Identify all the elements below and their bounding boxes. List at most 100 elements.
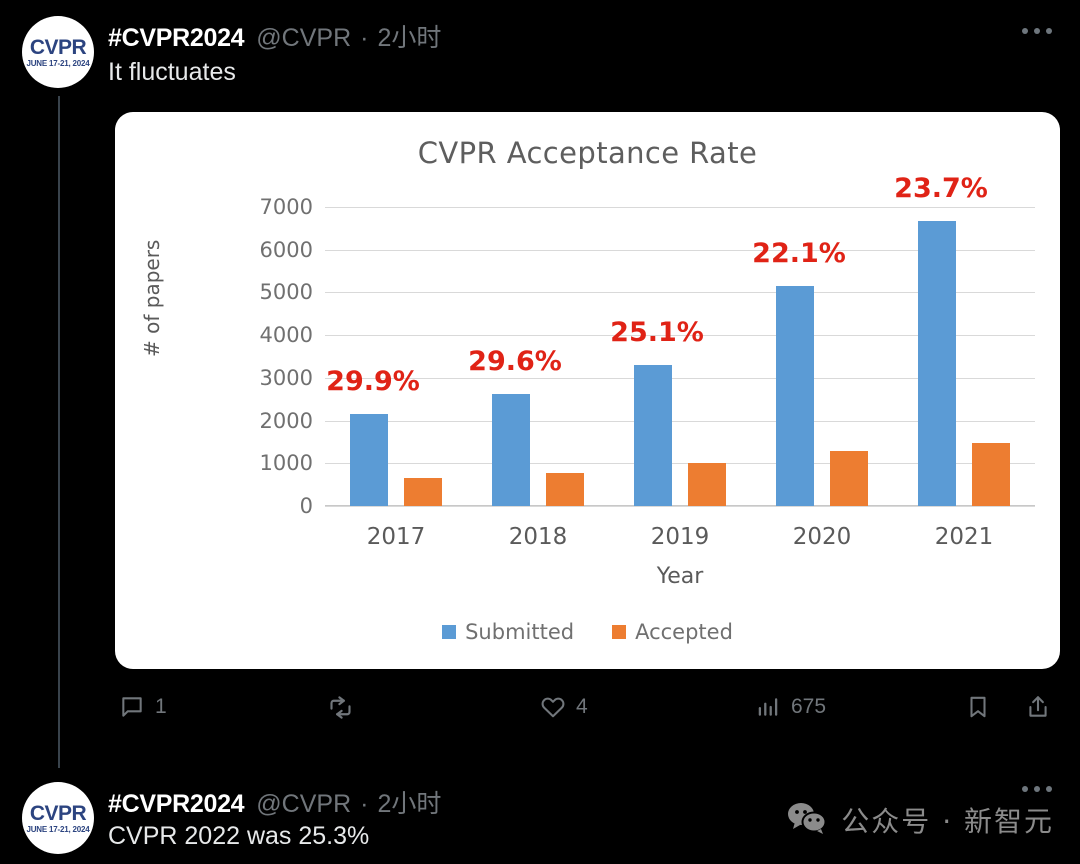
bar-group <box>467 207 609 506</box>
bookmark-icon <box>965 694 991 720</box>
y-axis-tick-label: 2000 <box>259 408 313 433</box>
display-name[interactable]: #CVPR2024 <box>108 790 245 818</box>
more-options-icon[interactable] <box>1022 28 1052 34</box>
avatar-logo-text: CVPR <box>29 801 87 825</box>
user-handle[interactable]: @CVPR <box>256 24 352 52</box>
views-count: 675 <box>791 695 827 718</box>
x-axis-tick-label: 2020 <box>792 524 852 550</box>
x-axis-tick-label: 2018 <box>508 524 568 550</box>
tweet-body-text: CVPR 2022 was 25.3% <box>108 822 370 850</box>
y-axis-tick-label: 5000 <box>259 280 313 305</box>
like-button[interactable]: 4 <box>540 694 588 720</box>
acceptance-rate-annotation: 22.1% <box>752 238 846 270</box>
watermark-text: 公众号 · 新智元 <box>841 805 1054 838</box>
legend-label: Submitted <box>465 620 575 644</box>
display-name[interactable]: #CVPR2024 <box>108 24 245 52</box>
dot <box>1034 786 1040 792</box>
grid-line <box>325 506 1035 507</box>
bar-submitted <box>776 286 814 506</box>
reply-button[interactable]: 1 <box>119 694 167 720</box>
acceptance-rate-annotation: 29.9% <box>326 366 420 398</box>
chart-plot-area: Year 0 1000 2000 3000 4000 5000 6000 7000 2017 29… <box>260 173 1035 589</box>
header-separator: · <box>360 790 369 818</box>
retweet-icon <box>327 694 354 721</box>
bar-accepted <box>546 472 584 506</box>
dot <box>1022 786 1028 792</box>
dot <box>1046 28 1052 34</box>
bar-group <box>751 207 893 506</box>
y-axis-label: # of papers <box>140 239 164 357</box>
grid-line <box>325 420 1035 422</box>
bar-group <box>609 207 751 506</box>
y-axis-tick-label: 4000 <box>259 323 313 348</box>
timestamp[interactable]: 2小时 <box>377 24 442 52</box>
grid-line <box>325 335 1035 337</box>
more-options-icon[interactable] <box>1022 786 1052 792</box>
avatar-logo-subtext: JUNE 17-21, 2024 <box>26 824 90 834</box>
user-handle[interactable]: @CVPR <box>256 790 352 818</box>
legend-item: Accepted <box>612 620 733 644</box>
x-axis-tick-label: 2021 <box>934 524 994 550</box>
bar-group <box>893 207 1035 506</box>
acceptance-rate-annotation: 23.7% <box>894 172 988 204</box>
like-count: 4 <box>576 695 588 718</box>
dot <box>1034 28 1040 34</box>
bar-submitted <box>918 220 956 506</box>
grid-line <box>325 463 1035 465</box>
views-button[interactable]: 675 <box>755 694 826 720</box>
x-axis-tick-label: 2019 <box>650 524 710 550</box>
y-axis-tick-label: 1000 <box>259 451 313 476</box>
retweet-button[interactable] <box>327 694 364 721</box>
chart-legend: Submitted Accepted <box>115 620 1060 644</box>
bar-accepted <box>972 443 1010 506</box>
grid-line <box>325 249 1035 251</box>
bar-accepted <box>404 477 442 506</box>
tweet-action-bar: 1 4 <box>115 690 1060 736</box>
tweet-body-text: It fluctuates <box>108 58 236 86</box>
share-icon <box>1025 694 1051 720</box>
legend-swatch <box>612 625 627 639</box>
y-axis-tick-label: 0 <box>299 494 313 518</box>
grid-line <box>325 207 1035 208</box>
legend-item: Submitted <box>442 620 574 644</box>
header-separator: · <box>360 24 369 52</box>
chart-title: CVPR Acceptance Rate <box>417 136 758 170</box>
share-button[interactable] <box>1025 694 1051 720</box>
avatar-logo-text: CVPR <box>29 35 87 59</box>
y-axis-tick-label: 3000 <box>259 365 313 390</box>
y-axis-tick-label: 6000 <box>259 237 313 262</box>
acceptance-rate-annotation: 29.6% <box>468 346 562 378</box>
analytics-icon <box>755 694 781 720</box>
chart-image-card[interactable]: CVPR Acceptance Rate # of papers Year 0 1… <box>115 112 1060 669</box>
wechat-icon <box>787 801 827 840</box>
thread-connector-line <box>58 96 60 768</box>
tweet-header: #CVPR2024 @CVPR · 2小时 <box>108 784 441 820</box>
bar-group <box>325 207 467 506</box>
avatar[interactable]: CVPR JUNE 17-21, 2024 <box>22 782 94 854</box>
bar-submitted <box>350 414 388 506</box>
heart-icon <box>540 694 566 720</box>
avatar[interactable]: CVPR JUNE 17-21, 2024 <box>22 16 94 88</box>
legend-swatch <box>442 625 457 639</box>
grid-line <box>325 377 1035 379</box>
dot <box>1046 786 1052 792</box>
x-axis-label: Year <box>656 564 704 589</box>
reply-icon <box>119 694 145 720</box>
timestamp[interactable]: 2小时 <box>377 790 442 818</box>
watermark: 公众号 · 新智元 <box>787 800 1054 840</box>
bar-accepted <box>830 450 868 506</box>
dot <box>1022 28 1028 34</box>
reply-count: 1 <box>155 695 167 718</box>
acceptance-rate-annotation: 25.1% <box>610 317 704 349</box>
x-axis-tick-label: 2017 <box>366 524 426 550</box>
bar-submitted <box>492 394 530 506</box>
legend-label: Accepted <box>635 620 733 644</box>
bar-accepted <box>688 463 726 506</box>
bar-submitted <box>634 365 672 506</box>
tweet-header: #CVPR2024 @CVPR · 2小时 <box>108 18 441 54</box>
avatar-logo-subtext: JUNE 17-21, 2024 <box>26 58 90 68</box>
grid-line <box>325 292 1035 294</box>
bookmark-button[interactable] <box>965 694 991 720</box>
y-axis-tick-label: 7000 <box>259 195 313 219</box>
